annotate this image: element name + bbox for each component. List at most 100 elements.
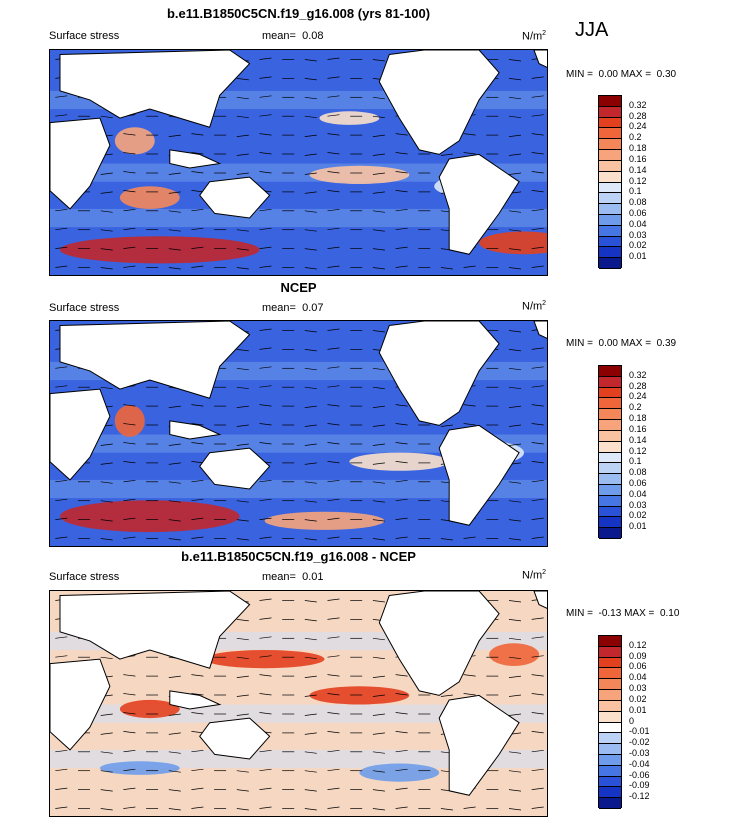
land-africa <box>50 388 111 481</box>
stress-vector-arrow <box>508 637 522 641</box>
stress-vector-arrow <box>123 749 136 753</box>
stress-vector-arrow <box>304 770 317 773</box>
stress-vector-arrow <box>123 731 136 734</box>
stress-vector-arrow <box>327 57 340 60</box>
stress-vector-arrow <box>531 246 544 249</box>
stress-vector-arrow <box>100 115 113 119</box>
stress-vector-arrow <box>123 265 136 268</box>
land-america-south <box>438 424 520 526</box>
panel2-min: 0.00 <box>598 338 618 349</box>
stress-vector-arrow <box>372 229 385 232</box>
stress-vector-arrow <box>508 675 522 678</box>
stress-vector-arrow <box>327 806 340 809</box>
stress-vector-arrow <box>372 462 385 465</box>
stress-vector-arrow <box>123 133 136 136</box>
stress-vector-arrow <box>168 405 181 408</box>
stress-vector-arrow <box>395 442 408 445</box>
stress-vector-arrow <box>508 481 522 484</box>
stress-vector-arrow <box>327 265 340 268</box>
stress-vector-arrow <box>168 481 181 484</box>
stress-vector-arrow <box>327 133 340 136</box>
stress-vector-arrow <box>259 152 272 155</box>
colorbar-tick-label: 0 <box>629 715 635 726</box>
stress-vector-arrow <box>531 636 544 639</box>
stress-vector-arrow <box>259 442 272 445</box>
colorbar-tick-label: 0.18 <box>629 143 647 154</box>
stress-vector-arrow <box>55 787 68 790</box>
stress-vector-arrow <box>304 386 317 390</box>
stress-vector-arrow <box>372 808 385 811</box>
land-indonesia <box>169 420 222 440</box>
stress-vector-arrow <box>236 770 249 773</box>
stress-vector-arrow <box>168 229 181 232</box>
stress-vector-arrow <box>191 442 204 445</box>
stress-vector-arrow <box>372 134 385 137</box>
map-band-2 <box>50 479 547 499</box>
map-region-4 <box>309 165 410 184</box>
colorbar-segment <box>599 128 621 140</box>
stress-vector-arrow <box>236 172 249 175</box>
stress-vector-arrow <box>236 349 249 352</box>
stress-vector-arrow <box>304 713 317 716</box>
stress-vector-arrow <box>327 674 340 677</box>
land-australia <box>199 447 271 490</box>
stress-vector-arrow <box>531 95 544 98</box>
stress-vector-arrow <box>259 749 272 753</box>
stress-vector-arrow <box>531 423 544 426</box>
colorbar-segment <box>599 765 621 777</box>
stress-vector-arrow <box>100 462 113 465</box>
map-band-2 <box>50 749 547 769</box>
colorbar-tick-label: 0.04 <box>629 672 647 683</box>
stress-vector-arrow <box>236 538 249 541</box>
stress-vector-arrow <box>327 749 340 753</box>
stress-vector-arrow <box>440 694 453 697</box>
stress-vector-arrow <box>531 461 544 464</box>
stress-vector-arrow <box>327 328 340 331</box>
stress-vector-arrow <box>531 227 544 231</box>
stress-vector-arrow <box>508 210 522 213</box>
stress-vector-arrow <box>440 267 453 270</box>
stress-vector-arrow <box>191 749 204 753</box>
panel1-units-text: N/m <box>522 30 543 43</box>
panel1-map-svg <box>50 50 547 275</box>
stress-vector-arrow <box>327 731 340 734</box>
stress-vector-arrow <box>168 172 181 175</box>
stress-vector-arrow <box>55 366 68 369</box>
stress-vector-arrow <box>123 674 136 677</box>
map-region-2 <box>264 511 385 530</box>
stress-vector-arrow <box>304 153 317 156</box>
stress-vector-arrow <box>440 153 453 156</box>
colorbar-segment <box>599 711 621 723</box>
stress-vector-arrow <box>531 712 544 715</box>
colorbar-tick-label: -0.02 <box>629 737 650 748</box>
stress-vector-arrow <box>123 787 136 790</box>
stress-vector-arrow <box>100 519 113 522</box>
colorbar-tick-label: -0.12 <box>629 791 650 802</box>
stress-vector-arrow <box>55 655 68 658</box>
stress-vector-arrow <box>55 479 68 483</box>
stress-vector-arrow <box>259 598 272 601</box>
colorbar-segment <box>599 517 621 529</box>
stress-vector-arrow <box>168 443 181 446</box>
stress-vector-arrow <box>259 693 272 696</box>
stress-vector-arrow <box>304 229 317 232</box>
stress-vector-arrow <box>236 519 249 522</box>
stress-vector-arrow <box>372 96 385 100</box>
stress-vector-arrow <box>395 498 408 502</box>
panel3-mean-value: 0.01 <box>302 571 324 583</box>
stress-vector-arrow <box>304 675 317 678</box>
stress-vector-arrow <box>531 133 544 136</box>
stress-vector-arrow <box>191 479 204 483</box>
stress-vector-arrow <box>191 674 204 677</box>
stress-vector-arrow <box>123 806 136 809</box>
colorbar-segment <box>599 484 621 496</box>
stress-vector-arrow <box>395 787 408 790</box>
stress-vector-arrow <box>508 59 522 62</box>
stress-vector-arrow <box>236 153 249 156</box>
stress-vector-arrow <box>395 749 408 753</box>
stress-vector-arrow <box>327 190 340 193</box>
colorbar-segment <box>599 463 621 475</box>
stress-vector-arrow <box>100 713 113 716</box>
stress-vector-arrow <box>327 227 340 231</box>
panel1-mean: mean= 0.08 <box>262 30 324 42</box>
